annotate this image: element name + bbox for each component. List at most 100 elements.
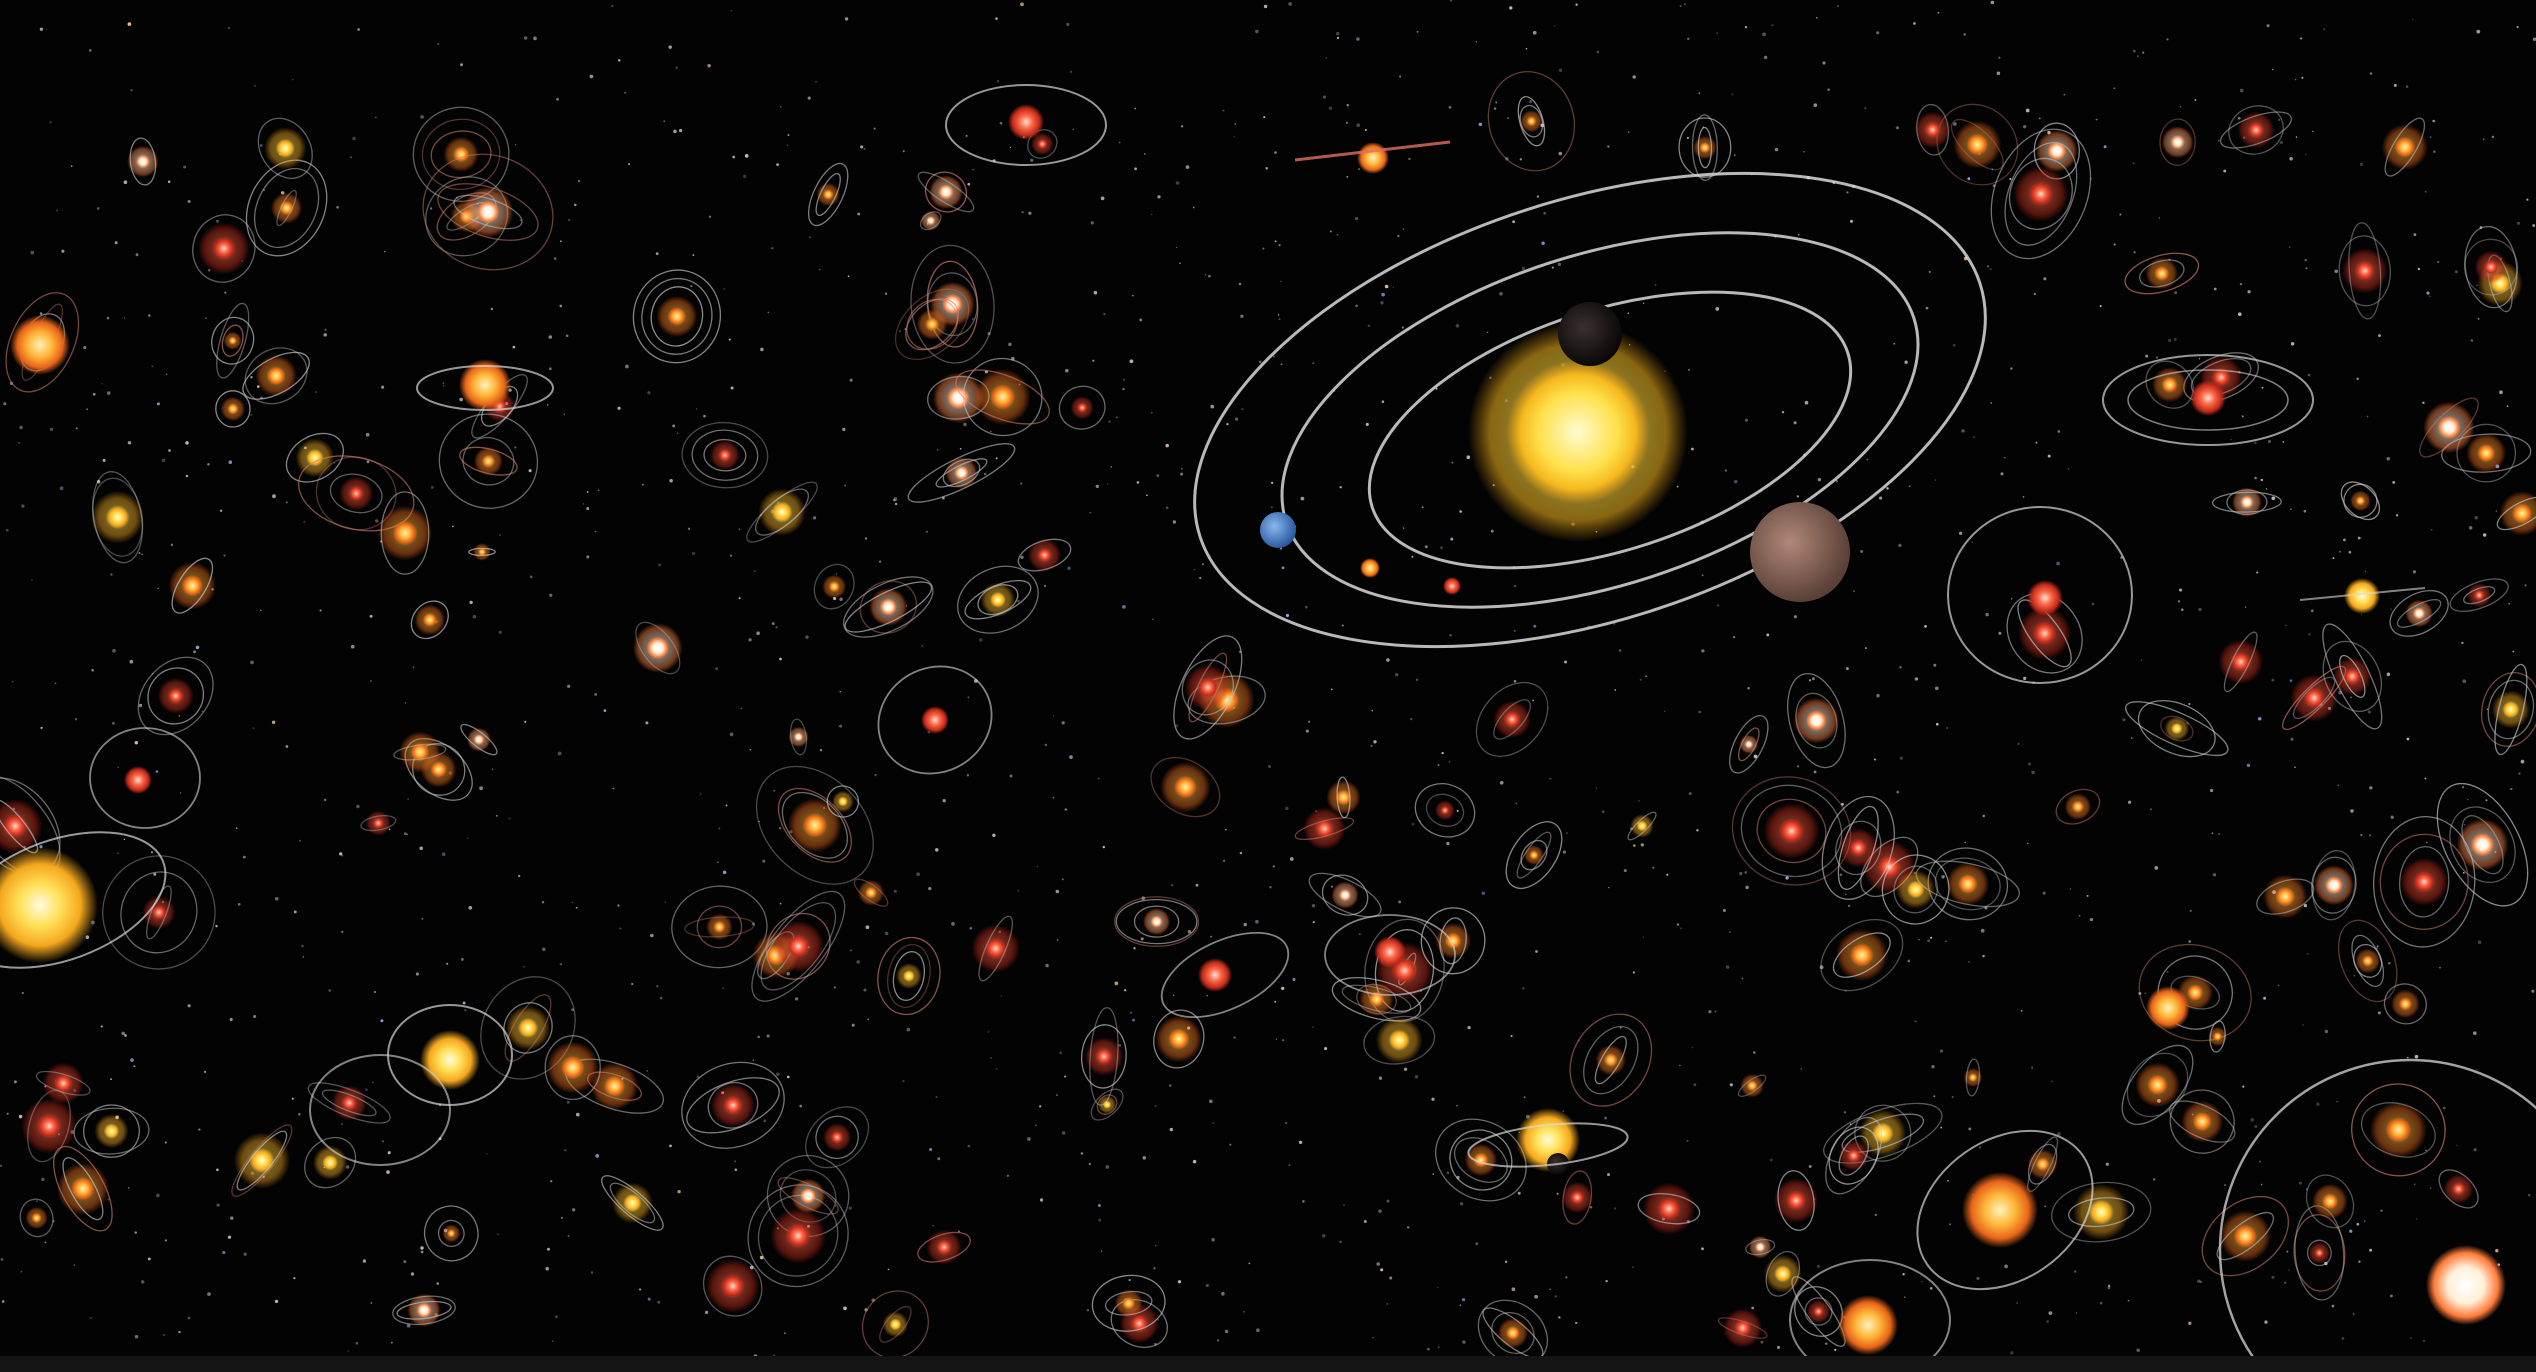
- background-star: [243, 1252, 247, 1256]
- background-star: [2470, 339, 2474, 342]
- orbit-ring: [2139, 259, 2185, 288]
- background-star: [1139, 318, 1143, 322]
- background-star: [1934, 686, 1939, 691]
- background-star: [2004, 1264, 2008, 1269]
- background-star: [857, 212, 861, 216]
- background-star: [1816, 1264, 1820, 1268]
- background-star: [1638, 799, 1640, 802]
- background-star: [1280, 363, 1283, 366]
- star: [410, 742, 430, 762]
- background-star: [678, 128, 683, 133]
- star-system: [215, 390, 251, 428]
- background-star: [2305, 267, 2308, 270]
- orbit-ring: [2125, 701, 2229, 757]
- background-star: [1059, 1051, 1063, 1055]
- background-star: [1210, 935, 1213, 938]
- background-star: [1451, 461, 1454, 464]
- background-star: [1760, 1340, 1764, 1344]
- background-star: [1153, 1267, 1156, 1270]
- star: [1122, 1296, 1136, 1310]
- background-star: [1864, 647, 1867, 650]
- star: [2035, 1157, 2050, 1171]
- background-star: [2173, 338, 2177, 341]
- orbit-ring: [1294, 817, 1355, 840]
- background-star: [1114, 981, 1119, 986]
- background-star: [1415, 678, 1419, 681]
- background-star: [2298, 1181, 2302, 1185]
- orbit-ring: [62, 1157, 104, 1221]
- background-star: [54, 682, 57, 685]
- background-star: [603, 709, 607, 712]
- orbit-ring: [2438, 1169, 2479, 1209]
- yellow-star: [0, 847, 98, 963]
- background-star: [495, 814, 498, 817]
- star-system: [2218, 631, 2263, 693]
- background-star: [2468, 526, 2473, 530]
- orbit-ring: [2322, 640, 2383, 712]
- background-star: [1241, 407, 1244, 411]
- star-system: [2449, 578, 2509, 613]
- background-star: [839, 597, 843, 602]
- orbit-ring: [2351, 934, 2385, 988]
- background-star: [2531, 989, 2535, 993]
- orbit-ring: [19, 1198, 54, 1238]
- background-star: [2023, 676, 2027, 681]
- background-star: [1766, 633, 1770, 637]
- background-star: [259, 144, 263, 147]
- orbit-ring: [1745, 1238, 1776, 1256]
- red-star: [2190, 380, 2226, 416]
- star: [2032, 621, 2057, 646]
- background-star: [2264, 1320, 2268, 1324]
- background-star: [971, 318, 975, 321]
- background-star: [2433, 150, 2436, 153]
- background-star: [1448, 761, 1451, 763]
- orbit-ring: [1737, 727, 1760, 762]
- orbit-ring: [1517, 96, 1546, 147]
- background-star: [106, 316, 110, 320]
- background-star: [1065, 368, 1069, 373]
- background-star: [2495, 510, 2498, 512]
- orbit-ring: [1583, 1025, 1639, 1095]
- background-star: [1285, 613, 1290, 618]
- background-star: [1192, 206, 1195, 209]
- background-star: [574, 203, 577, 207]
- background-star: [436, 1282, 440, 1285]
- background-star: [1174, 724, 1179, 728]
- background-star: [1343, 1204, 1345, 1206]
- background-star: [219, 509, 223, 512]
- orbit-ring: [813, 563, 855, 610]
- background-star: [645, 721, 649, 725]
- background-star: [990, 1057, 992, 1059]
- background-star: [559, 304, 563, 308]
- background-star: [565, 334, 569, 338]
- background-star: [384, 251, 386, 253]
- background-star: [618, 59, 621, 62]
- background-star: [1822, 61, 1826, 65]
- star: [1877, 854, 1902, 880]
- background-star: [1277, 314, 1280, 316]
- orbit-ring: [2456, 423, 2517, 483]
- background-star: [1554, 1295, 1558, 1298]
- background-star: [272, 494, 276, 499]
- background-star: [419, 846, 423, 850]
- background-star: [123, 838, 126, 841]
- background-star: [692, 254, 695, 257]
- background-star: [1604, 1116, 1608, 1120]
- background-star: [2271, 1275, 2275, 1279]
- background-star: [1248, 1262, 1251, 1265]
- background-star: [2099, 305, 2102, 308]
- background-star: [250, 413, 253, 416]
- star-system: [2219, 105, 2293, 155]
- background-star: [2466, 798, 2469, 801]
- background-star: [1061, 1131, 1066, 1135]
- background-star: [1475, 1242, 1479, 1246]
- background-star: [2477, 940, 2482, 945]
- background-star: [1953, 122, 1957, 126]
- orbit-ring: [1794, 1286, 1843, 1337]
- background-star: [18, 1114, 23, 1119]
- orbit-ring: [304, 1136, 357, 1189]
- background-star: [260, 609, 262, 612]
- orbit-ring: [1336, 776, 1351, 819]
- background-star: [459, 397, 464, 402]
- orbit-ring: [747, 1184, 849, 1288]
